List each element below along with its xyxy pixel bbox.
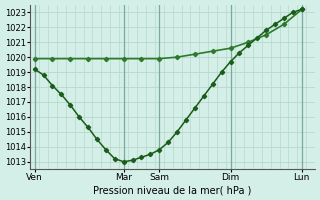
X-axis label: Pression niveau de la mer( hPa ): Pression niveau de la mer( hPa ) — [93, 185, 252, 195]
